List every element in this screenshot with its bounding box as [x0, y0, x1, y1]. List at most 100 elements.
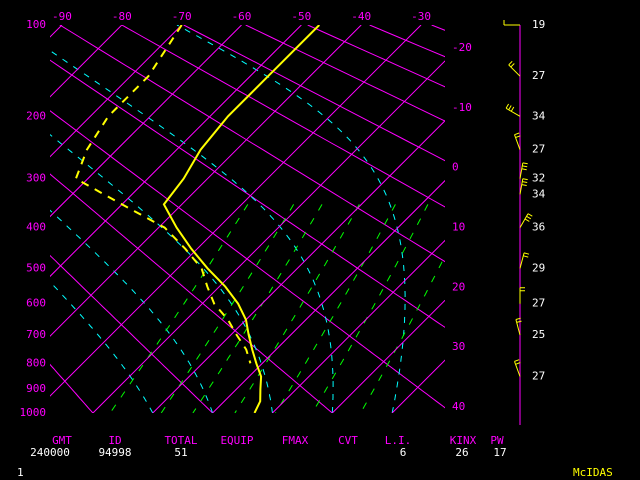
index-label: PW — [490, 434, 504, 447]
index-value: 51 — [174, 446, 187, 459]
mixing-ratio-line — [275, 204, 396, 413]
isotherm — [50, 25, 242, 218]
pressure-label: 600 — [26, 297, 46, 310]
wind-speed: 19 — [532, 18, 545, 31]
mixing-ratio-line — [160, 204, 295, 413]
wind-barb — [515, 317, 522, 336]
isotherm-label: -30 — [411, 10, 431, 23]
mixing-ratio-line — [192, 204, 323, 413]
moist-adiabat — [50, 281, 154, 413]
dry-adiabat — [50, 110, 445, 409]
isotherm-label: 10 — [452, 220, 465, 233]
wind-speed: 27 — [532, 297, 545, 310]
dry-adiabat — [431, 25, 445, 31]
dewpoint-profile — [74, 25, 252, 364]
dry-adiabat — [121, 25, 445, 208]
isotherm-label: -50 — [291, 10, 311, 23]
isotherm — [50, 25, 123, 98]
pressure-label: 1000 — [20, 406, 47, 419]
isotherm-label: -70 — [172, 10, 192, 23]
index-label: ID — [108, 434, 121, 447]
index-value: 26 — [455, 446, 468, 459]
dry-adiabat — [183, 25, 445, 162]
isotherm — [50, 25, 63, 38]
wind-barb — [519, 287, 525, 304]
isotherm-label: -40 — [351, 10, 371, 23]
wind-speed: 34 — [532, 109, 546, 122]
wind-speed: 27 — [532, 369, 545, 382]
isotherm — [452, 25, 640, 413]
moist-adiabat — [50, 134, 273, 413]
wind-speed: 29 — [532, 261, 545, 274]
pressure-label: 800 — [26, 356, 46, 369]
pressure-label: 700 — [26, 328, 46, 341]
wind-barb — [514, 132, 521, 150]
wind-barb — [519, 162, 528, 179]
wind-speed: 36 — [532, 221, 545, 234]
index-value: 17 — [493, 446, 506, 459]
isotherm — [152, 120, 445, 413]
wind-barb — [503, 20, 520, 26]
wind-speed: 25 — [532, 328, 545, 341]
pressure-label: 400 — [26, 221, 46, 234]
isotherm — [331, 299, 445, 413]
isotherm — [50, 25, 302, 278]
isotherm — [50, 25, 362, 337]
index-label: GMT — [52, 434, 72, 447]
product-name: McIDAS — [573, 466, 613, 479]
dry-adiabat — [369, 25, 445, 58]
frame-number: 1 — [17, 466, 24, 479]
isotherm-label: 0 — [452, 161, 459, 174]
index-label: CVT — [338, 434, 358, 447]
moist-adiabat — [50, 49, 334, 413]
dry-adiabat — [50, 173, 333, 413]
index-value: 6 — [400, 446, 407, 459]
dry-adiabat — [50, 59, 445, 328]
isotherm-label: 30 — [452, 340, 465, 353]
pressure-label: 100 — [26, 18, 46, 31]
index-label: L.I. — [385, 434, 412, 447]
wind-barb — [514, 359, 521, 377]
isotherm — [272, 239, 445, 413]
wind-speed: 32 — [532, 172, 545, 185]
isotherm — [212, 179, 445, 413]
pressure-label: 300 — [26, 172, 46, 185]
mixing-ratio-line — [109, 204, 249, 413]
isotherm-label: -20 — [452, 41, 472, 54]
pressure-label: 900 — [26, 382, 46, 395]
wind-barb — [519, 178, 528, 195]
pressure-label: 500 — [26, 261, 46, 274]
pressure-label: 200 — [26, 109, 46, 122]
isotherm-label: -80 — [112, 10, 132, 23]
index-label: KINX — [450, 434, 477, 447]
isotherm — [92, 60, 445, 413]
wind-barb — [505, 103, 521, 117]
mixing-ratio-line — [234, 204, 360, 413]
index-label: EQUIP — [220, 434, 253, 447]
isotherm-label: 40 — [452, 400, 465, 413]
plot-area — [50, 25, 640, 413]
isotherm-label: -60 — [232, 10, 252, 23]
index-label: TOTAL — [164, 434, 197, 447]
mixing-ratio-line — [311, 204, 429, 413]
isotherm-label: -10 — [452, 101, 472, 114]
wind-speed: 27 — [532, 143, 545, 156]
dry-adiabat — [307, 25, 445, 88]
dry-adiabat — [245, 25, 445, 122]
isotherm — [391, 359, 445, 413]
index-value: 94998 — [98, 446, 131, 459]
isotherm — [50, 25, 422, 397]
wind-speed: 27 — [532, 69, 545, 82]
dry-adiabat — [50, 254, 213, 413]
index-value: 240000 — [30, 446, 70, 459]
wind-barb — [519, 252, 530, 269]
isotherm-label: 20 — [452, 280, 465, 293]
moist-adiabat — [50, 209, 214, 413]
isotherm-label: -90 — [52, 10, 72, 23]
wind-speed: 34 — [532, 187, 546, 200]
temperature-profile — [162, 25, 321, 413]
dry-adiabat — [59, 25, 445, 263]
isotherm — [50, 25, 183, 158]
